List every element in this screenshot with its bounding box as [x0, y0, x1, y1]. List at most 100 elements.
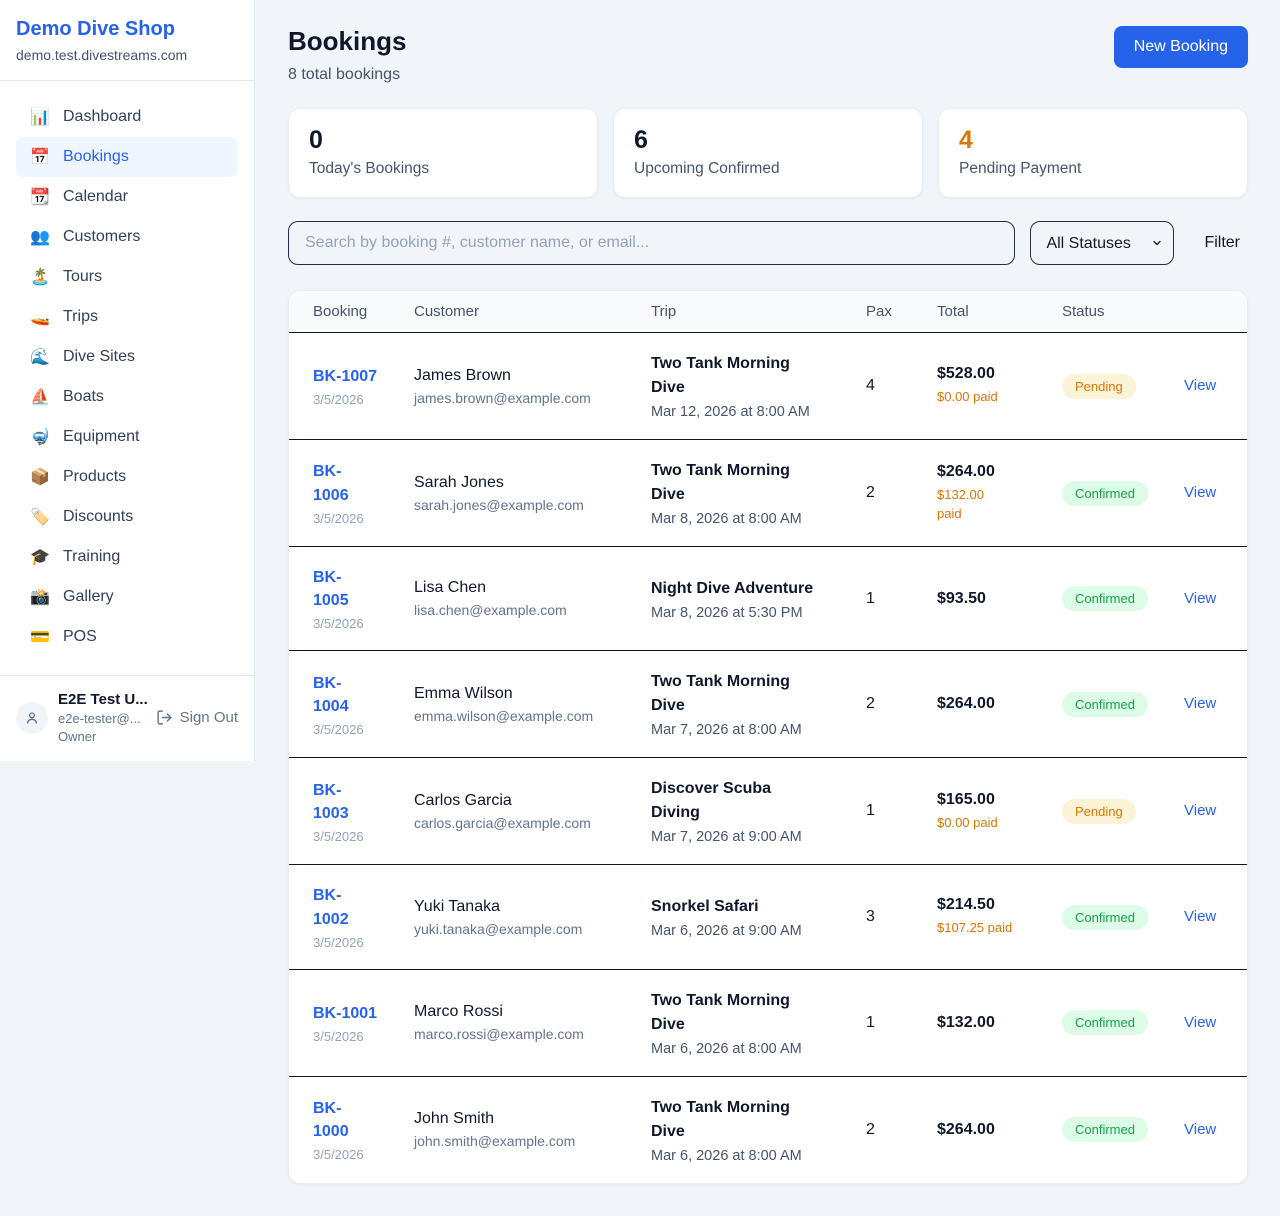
- sidebar-item-dashboard[interactable]: 📊 Dashboard: [16, 97, 238, 137]
- user-name: E2E Test U...: [58, 691, 148, 708]
- bookings-table: Booking Customer Trip Pax Total Status B…: [289, 291, 1247, 1183]
- sidebar-item-calendar[interactable]: 📆 Calendar: [16, 177, 238, 217]
- trip-name: Discover Scuba Diving: [651, 780, 772, 822]
- stat-card-upcoming-confirmed: 6 Upcoming Confirmed: [613, 108, 923, 198]
- customer-cell: Yuki Tanaka yuki.tanaka@example.com: [402, 864, 639, 970]
- total-amount: $264.00: [937, 462, 995, 480]
- trip-datetime: Mar 6, 2026 at 8:00 AM: [651, 1040, 802, 1057]
- pax-cell: 2: [854, 439, 925, 547]
- view-link[interactable]: View: [1184, 589, 1217, 607]
- booking-id-link[interactable]: BK-1001: [313, 1004, 378, 1022]
- column-header-pax: Pax: [854, 291, 925, 333]
- table-row: BK- 1004 3/5/2026 Emma Wilson emma.wilson@e…: [289, 650, 1247, 759]
- view-link[interactable]: View: [1184, 908, 1217, 926]
- main-content: Bookings 8 total bookings New Booking 0 …: [255, 0, 1280, 1216]
- sidebar-item-label: Training: [63, 548, 121, 565]
- booking-id-link[interactable]: BK- 1002: [313, 887, 349, 928]
- total-cell: $528.00 $0.00 paid: [925, 332, 1050, 440]
- status-cell: Pending: [1050, 332, 1172, 440]
- booking-id-link[interactable]: BK- 1003: [313, 781, 349, 822]
- sidebar-item-label: Gallery: [63, 588, 114, 605]
- user-role: Owner: [58, 728, 97, 744]
- sidebar-item-label: Boats: [63, 388, 104, 405]
- sidebar-item-trips[interactable]: 🚤 Trips: [16, 297, 238, 337]
- pax-cell: 4: [854, 332, 925, 440]
- status-cell: Confirmed: [1050, 546, 1172, 652]
- pax-cell: 1: [854, 546, 925, 652]
- avatar: [16, 701, 48, 734]
- sidebar-item-discounts[interactable]: 🏷️ Discounts: [16, 497, 238, 537]
- sidebar-item-dive-sites[interactable]: 🌊 Dive Sites: [16, 337, 238, 377]
- table-row: BK- 1002 3/5/2026 Yuki Tanaka yuki.tanaka@e…: [289, 864, 1247, 970]
- trip-datetime: Mar 6, 2026 at 8:00 AM: [651, 1147, 802, 1164]
- total-cell: $264.00: [925, 650, 1050, 759]
- island-icon: 🏝️: [30, 269, 50, 286]
- booking-id-link[interactable]: BK-1007: [313, 367, 378, 385]
- actions-cell: View: [1172, 439, 1247, 547]
- customer-name: Emma Wilson: [414, 684, 513, 702]
- column-header-status: Status: [1050, 291, 1172, 333]
- customer-email: james.brown@example.com: [414, 389, 591, 406]
- actions-cell: View: [1172, 546, 1247, 652]
- sailboat-icon: ⛵: [30, 389, 50, 406]
- customer-cell: Carlos Garcia carlos.garcia@example.com: [402, 757, 639, 866]
- trip-cell: Two Tank Morning Dive Mar 6, 2026 at 8:00…: [639, 1076, 854, 1183]
- total-cell: $93.50: [925, 546, 1050, 652]
- table-row: BK- 1005 3/5/2026 Lisa Chen lisa.chen@examp…: [289, 546, 1247, 652]
- status-badge: Pending: [1062, 373, 1136, 399]
- booking-id-link[interactable]: BK- 1005: [313, 569, 349, 610]
- total-bookings-count: 8 total bookings: [288, 66, 401, 83]
- total-amount: $93.50: [937, 589, 986, 607]
- table-row: BK- 1006 3/5/2026 Sarah Jones sarah.jones@e…: [289, 439, 1247, 547]
- page-header: Bookings 8 total bookings New Booking: [288, 26, 1248, 84]
- sidebar-item-products[interactable]: 📦 Products: [16, 457, 238, 497]
- new-booking-button[interactable]: New Booking: [1113, 26, 1248, 68]
- total-cell: $214.50 $107.25 paid: [925, 864, 1050, 970]
- sign-out-button[interactable]: Sign Out: [156, 709, 238, 726]
- trip-datetime: Mar 8, 2026 at 5:30 PM: [651, 604, 803, 621]
- customer-name: John Smith: [414, 1110, 495, 1128]
- customer-name: Marco Rossi: [414, 1003, 503, 1021]
- customer-email: lisa.chen@example.com: [414, 602, 567, 619]
- filter-button[interactable]: Filter: [1204, 234, 1240, 251]
- total-cell: $165.00 $0.00 paid: [925, 757, 1050, 866]
- page-heading: Bookings 8 total bookings: [288, 26, 406, 84]
- booking-cell: BK- 1003 3/5/2026: [289, 757, 402, 866]
- pax-count: 1: [866, 802, 875, 820]
- pax-count: 2: [866, 1120, 875, 1138]
- sidebar-item-gallery[interactable]: 📸 Gallery: [16, 577, 238, 617]
- view-link[interactable]: View: [1184, 695, 1217, 713]
- camera-icon: 📸: [30, 589, 50, 606]
- sidebar-item-pos[interactable]: 💳 POS: [16, 617, 238, 657]
- trip-datetime: Mar 8, 2026 at 8:00 AM: [651, 511, 802, 527]
- status-filter-select[interactable]: All Statuses: [1030, 221, 1175, 265]
- view-link[interactable]: View: [1184, 802, 1217, 820]
- customer-cell: Lisa Chen lisa.chen@example.com: [402, 546, 639, 652]
- sidebar-item-tours[interactable]: 🏝️ Tours: [16, 257, 238, 297]
- booking-date: 3/5/2026: [313, 616, 364, 632]
- view-link[interactable]: View: [1184, 1120, 1217, 1138]
- sidebar-item-boats[interactable]: ⛵ Boats: [16, 377, 238, 417]
- view-link[interactable]: View: [1184, 484, 1217, 501]
- view-link[interactable]: View: [1184, 377, 1217, 394]
- sidebar-item-label: Dashboard: [63, 108, 142, 125]
- shop-name: Demo Dive Shop: [16, 18, 175, 40]
- sign-out-label: Sign Out: [179, 709, 238, 727]
- sidebar-item-customers[interactable]: 👥 Customers: [16, 217, 238, 257]
- booking-id-link[interactable]: BK- 1004: [313, 674, 349, 715]
- booking-id-link[interactable]: BK- 1006: [313, 463, 349, 504]
- trip-name: Snorkel Safari: [651, 898, 759, 916]
- sidebar-item-training[interactable]: 🎓 Training: [16, 537, 238, 577]
- sidebar: Demo Dive Shop demo.test.divestreams.com…: [0, 0, 255, 762]
- booking-date: 3/5/2026: [313, 392, 364, 408]
- sidebar-item-equipment[interactable]: 🤿 Equipment: [16, 417, 238, 457]
- trip-cell: Two Tank Morning Dive Mar 7, 2026 at 8:00…: [639, 650, 854, 759]
- sidebar-item-bookings[interactable]: 📅 Bookings: [16, 137, 238, 177]
- paid-amount: $132.00 paid: [937, 486, 984, 522]
- total-amount: $214.50: [937, 896, 995, 914]
- search-input[interactable]: [288, 221, 1016, 265]
- paid-amount: $107.25 paid: [937, 920, 1013, 936]
- trip-cell: Two Tank Morning Dive Mar 6, 2026 at 8:00…: [639, 969, 854, 1077]
- booking-id-link[interactable]: BK- 1000: [313, 1100, 349, 1141]
- view-link[interactable]: View: [1184, 1013, 1217, 1031]
